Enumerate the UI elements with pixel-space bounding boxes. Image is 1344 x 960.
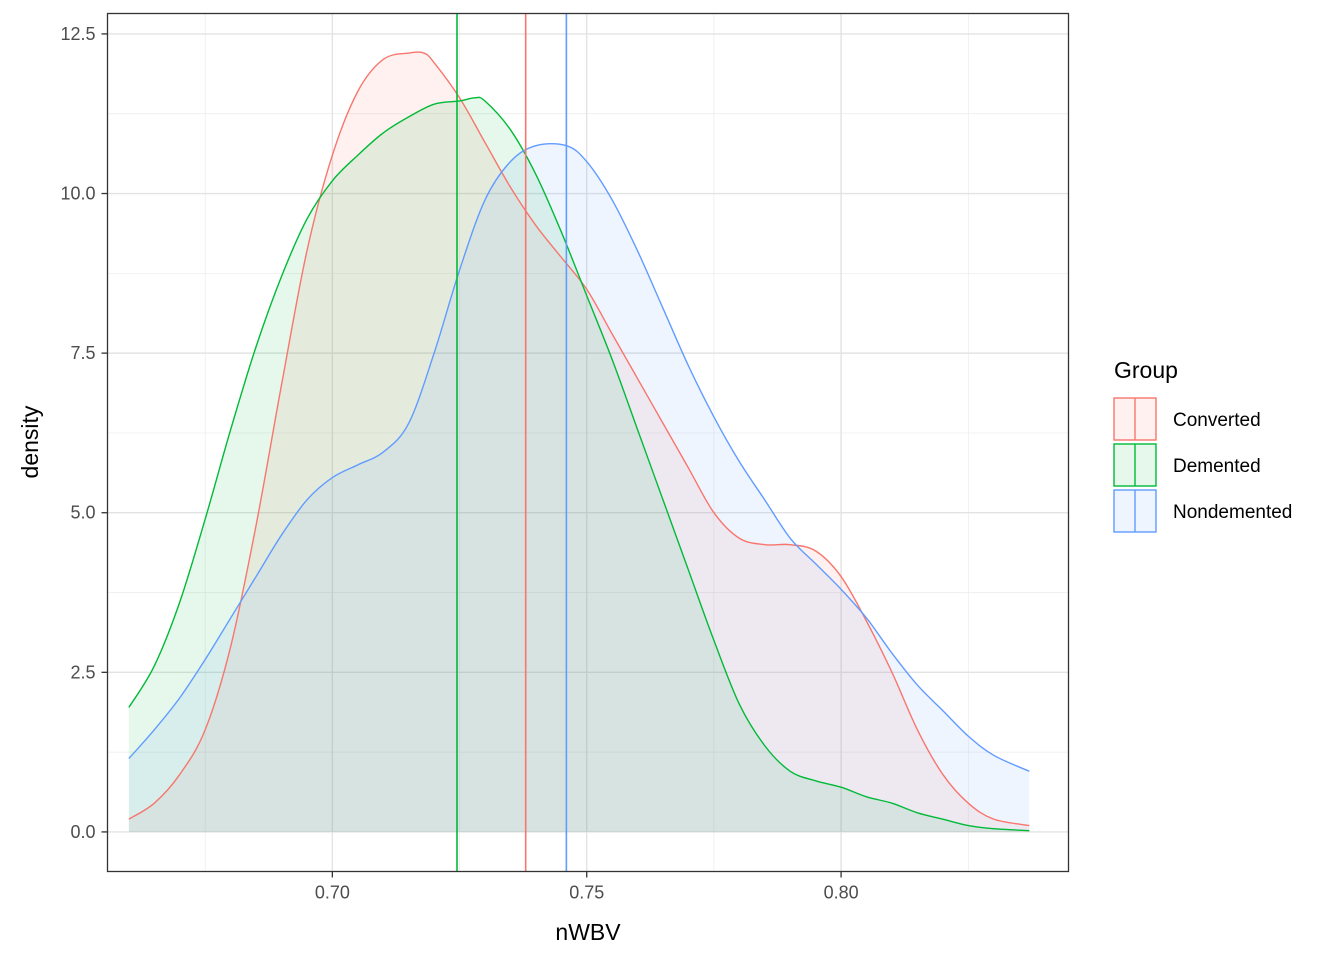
grid	[107, 13, 1069, 872]
plot-panel-border	[106, 12, 1070, 873]
y-axis: 0.0 2.5 5.0 7.5 10.0 12.5	[60, 24, 108, 842]
x-tick-label: 0.75	[569, 883, 604, 903]
legend-title: Group	[1114, 357, 1178, 383]
density-curves	[128, 51, 1030, 832]
x-axis-title: nWBV	[555, 919, 621, 945]
x-tick-label: 0.80	[824, 883, 859, 903]
y-tick-label: 0.0	[70, 822, 95, 842]
y-tick-label: 12.5	[60, 24, 95, 44]
legend: Group Converted Demented Nondemented	[1113, 357, 1292, 533]
y-tick-label: 5.0	[70, 503, 95, 523]
density-curve-nondemented	[128, 142, 1030, 772]
y-tick-label: 2.5	[70, 662, 95, 682]
density-area-demented	[128, 97, 1030, 832]
y-tick-label: 10.0	[60, 184, 95, 204]
density-area-converted	[128, 52, 1030, 832]
y-axis-title: density	[17, 405, 43, 478]
x-tick-label: 0.70	[315, 883, 350, 903]
density-curve-demented	[128, 96, 1030, 832]
legend-label-demented: Demented	[1173, 456, 1261, 477]
legend-label-nondemented: Nondemented	[1173, 502, 1292, 523]
legend-label-converted: Converted	[1173, 410, 1261, 431]
x-axis: 0.70 0.75 0.80	[315, 871, 859, 903]
density-areas	[128, 52, 1030, 832]
density-area-nondemented	[128, 143, 1030, 832]
y-tick-label: 7.5	[70, 343, 95, 363]
mean-lines	[456, 13, 568, 872]
